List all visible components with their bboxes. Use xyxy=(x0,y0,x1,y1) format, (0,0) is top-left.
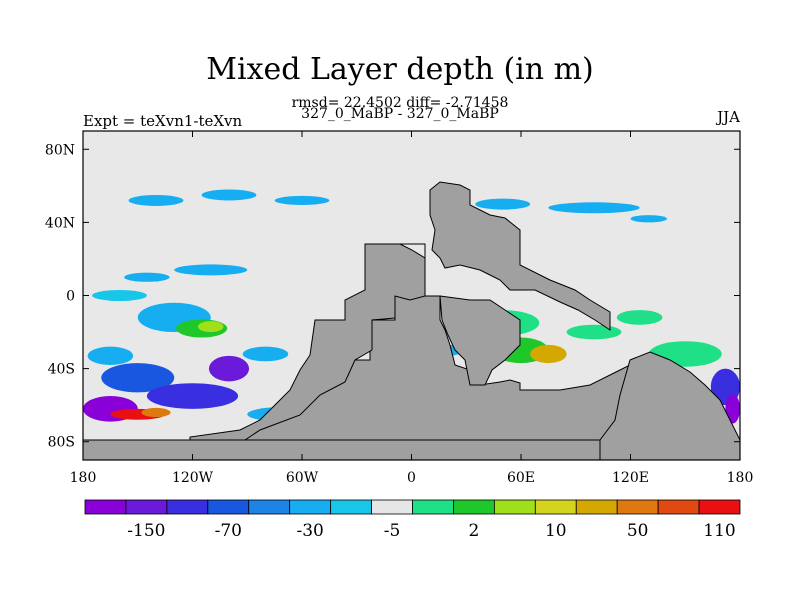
land-africa xyxy=(439,295,521,386)
colorbar-label: 110 xyxy=(703,521,735,541)
y-tick-label: 0 xyxy=(66,289,75,305)
x-tick-label: 180 xyxy=(727,470,754,486)
colorbar-swatch xyxy=(493,499,536,515)
x-tick-label: 0 xyxy=(407,470,416,486)
anomaly-region xyxy=(616,310,663,325)
colorbar-label: -30 xyxy=(296,521,323,541)
land-north-america xyxy=(189,243,426,451)
colorbar-label: 2 xyxy=(468,521,479,541)
colorbar-swatch xyxy=(575,499,618,515)
colorbar-label: -150 xyxy=(127,521,165,541)
colorbar-swatch xyxy=(534,499,577,515)
anomaly-region xyxy=(146,383,239,409)
land-australia xyxy=(599,351,740,460)
colorbar-swatch xyxy=(125,499,168,515)
colorbar-swatch xyxy=(371,499,413,515)
colorbar-label: -5 xyxy=(384,521,401,541)
y-tick-label: 80N xyxy=(45,142,75,158)
colorbar-swatch xyxy=(453,499,495,515)
colorbar-swatch xyxy=(657,499,700,515)
colorbar-swatch xyxy=(616,499,659,515)
y-tick-label: 80S xyxy=(48,435,75,451)
colorbar: -150 -70 -30 -5 2 10 50 110 xyxy=(84,499,741,541)
anomaly-region xyxy=(92,290,147,301)
x-tick-label: 60W xyxy=(286,470,319,486)
anomaly-region xyxy=(475,198,531,210)
x-tick-label: 120E xyxy=(612,470,649,486)
anomaly-region xyxy=(197,321,224,333)
anomaly-region xyxy=(566,324,622,340)
anomaly-region xyxy=(124,272,170,282)
anomaly-region xyxy=(242,346,289,362)
y-tick-label: 40S xyxy=(48,362,75,378)
anomaly-region xyxy=(174,264,248,276)
colorbar-label: -70 xyxy=(215,521,242,541)
anomaly-region xyxy=(530,344,567,364)
anomaly-region xyxy=(101,363,175,393)
land-antarctica xyxy=(83,439,740,460)
x-tick-label: 120W xyxy=(172,470,214,486)
colorbar-swatch xyxy=(412,499,454,515)
x-axis: 180 120W 60W 0 60E 120E 180 xyxy=(70,131,754,486)
x-tick-label: 60E xyxy=(507,470,535,486)
colorbar-swatch xyxy=(84,499,127,515)
colorbar-swatch xyxy=(248,499,291,515)
chart-stats-subtitle: rmsd= 22.4502 diff= -2.71458 xyxy=(291,95,509,111)
colorbar-label: 50 xyxy=(627,521,649,541)
anomaly-region xyxy=(128,194,184,206)
experiment-label: Expt = teXvn1-teXvn xyxy=(83,112,243,130)
y-axis: 80N 40N 0 40S 80S xyxy=(45,142,740,451)
y-tick-label: 40N xyxy=(45,215,75,231)
anomaly-region xyxy=(725,394,740,424)
land-eurasia xyxy=(429,181,611,331)
anomaly-region xyxy=(201,189,257,201)
colorbar-label: 10 xyxy=(545,521,567,541)
colorbar-swatch xyxy=(698,499,741,515)
anomaly-region xyxy=(87,346,134,365)
land-mask xyxy=(83,181,740,460)
colorbar-swatch xyxy=(289,499,332,515)
colorbar-swatch xyxy=(207,499,250,515)
anomaly-region xyxy=(274,195,330,206)
chart-runs-subtitle: 327_0_MaBP - 327_0_MaBP xyxy=(301,106,499,122)
chart-title: Mixed Layer depth (in m) xyxy=(206,52,594,87)
colorbar-swatch xyxy=(330,499,372,515)
anomaly-region xyxy=(141,407,171,418)
anomaly-region xyxy=(208,355,250,382)
anomaly-region xyxy=(630,215,667,223)
anomaly-region xyxy=(548,202,640,214)
season-label: JJA xyxy=(717,108,740,126)
colorbar-swatch xyxy=(166,499,209,515)
x-tick-label: 180 xyxy=(70,470,97,486)
